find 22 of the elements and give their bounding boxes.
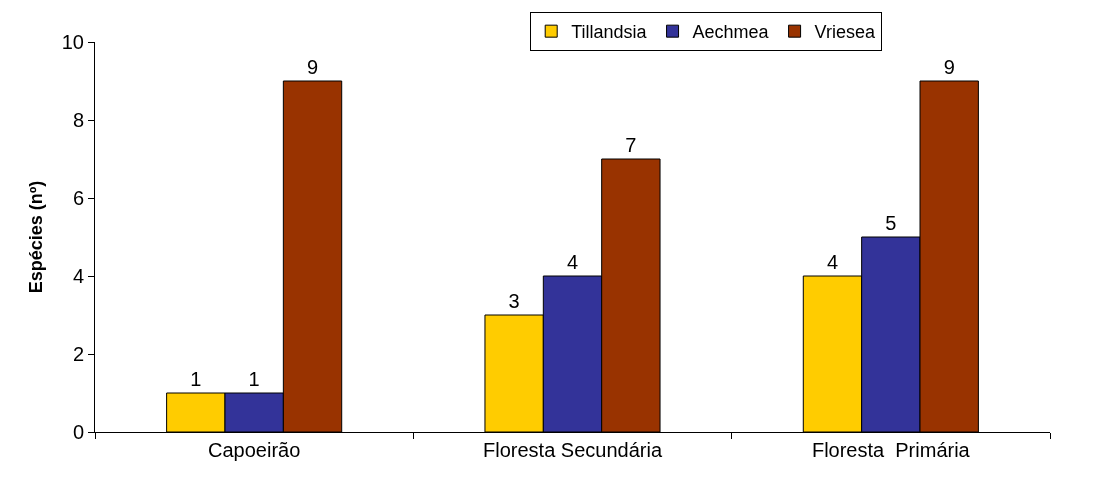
data-label: 3 (508, 290, 520, 312)
data-label: 7 (625, 134, 637, 156)
y-axis-title: Espécies (nº) (25, 180, 46, 294)
data-label: 9 (306, 56, 319, 78)
y-tick-label: 0 (72, 421, 84, 443)
data-label: 1 (190, 368, 202, 390)
data-label: 5 (885, 212, 897, 234)
x-tick-label: Capoeirão (208, 439, 301, 461)
x-tick-label: Floresta Secundária (483, 439, 663, 461)
data-label: 1 (248, 368, 260, 390)
legend-label: Vriesea (814, 22, 876, 43)
y-tick-label: 2 (72, 343, 84, 365)
y-tick-label: 10 (61, 31, 84, 53)
legend-label: Aechmea (692, 22, 770, 43)
data-label: 4 (826, 251, 839, 273)
y-tick-label: 4 (72, 265, 84, 287)
legend-label: Tillandsia (571, 22, 648, 43)
x-tick-label: Floresta Primária (811, 439, 971, 461)
data-label: 4 (566, 251, 579, 273)
data-label: 9 (943, 56, 955, 78)
y-tick-label: 6 (72, 187, 84, 209)
y-tick-label: 8 (72, 109, 84, 131)
